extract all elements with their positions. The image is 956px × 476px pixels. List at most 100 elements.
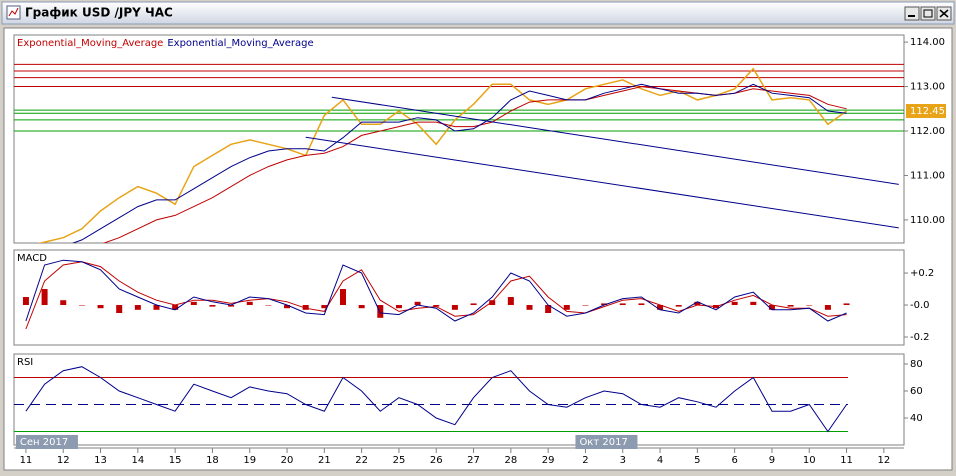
x-tick-label: 3 bbox=[620, 455, 626, 466]
histogram-bar bbox=[22, 297, 29, 306]
x-tick-label: 20 bbox=[281, 455, 294, 466]
histogram-bar bbox=[433, 305, 440, 307]
series-line bbox=[71, 83, 847, 243]
minimize-button[interactable] bbox=[904, 6, 920, 21]
x-tick-label: 28 bbox=[504, 455, 517, 466]
histogram-bar bbox=[339, 289, 346, 306]
x-tick-label: 19 bbox=[243, 455, 256, 466]
y-tick-label: -0.0 bbox=[910, 300, 930, 311]
x-tick-label: 12 bbox=[57, 455, 70, 466]
histogram-bar bbox=[41, 289, 48, 306]
series-line bbox=[25, 261, 847, 330]
window-icon-line bbox=[8, 7, 19, 17]
histogram-bar bbox=[694, 301, 701, 306]
histogram-bar bbox=[134, 305, 141, 310]
histogram-bar bbox=[843, 303, 850, 306]
price-marker-label: 112.45 bbox=[910, 106, 945, 117]
histogram-bar bbox=[824, 305, 831, 310]
legend-entry: Exponential_Moving_Average bbox=[167, 38, 313, 49]
x-tick-label: 25 bbox=[393, 455, 406, 466]
macd-panel bbox=[13, 249, 905, 346]
legend-entry: Exponential_Moving_Average bbox=[17, 38, 163, 49]
month-label: Сен 2017 bbox=[20, 437, 68, 448]
histogram-bar bbox=[97, 305, 104, 309]
series-line bbox=[37, 67, 848, 243]
y-tick-label: 60 bbox=[910, 386, 923, 397]
histogram-bar bbox=[806, 305, 813, 306]
histogram-bar bbox=[470, 303, 477, 306]
histogram-bar bbox=[638, 303, 645, 306]
histogram-bar bbox=[768, 305, 775, 310]
histogram-bar bbox=[395, 305, 402, 309]
x-tick-label: 14 bbox=[131, 455, 144, 466]
title-bar bbox=[1, 1, 955, 25]
histogram-bar bbox=[451, 305, 458, 310]
y-tick-label: 111.00 bbox=[910, 170, 945, 181]
histogram-bar bbox=[414, 301, 421, 306]
histogram-bar bbox=[526, 305, 533, 310]
x-tick-label: 2 bbox=[582, 455, 588, 466]
panel-plot bbox=[14, 63, 904, 243]
histogram-bar bbox=[190, 301, 197, 306]
y-tick-label: 40 bbox=[910, 413, 923, 424]
x-tick-label: 5 bbox=[694, 455, 700, 466]
histogram-bar bbox=[545, 305, 552, 314]
histogram-bar bbox=[172, 305, 179, 310]
histogram-bar bbox=[265, 305, 272, 306]
histogram-bar bbox=[358, 305, 365, 309]
histogram-bar bbox=[582, 305, 589, 306]
maximize-button[interactable] bbox=[920, 6, 936, 21]
x-tick-label: 22 bbox=[355, 455, 368, 466]
close-icon bbox=[939, 9, 949, 18]
y-tick-label: 113.00 bbox=[910, 82, 945, 93]
price-marker bbox=[906, 104, 946, 118]
histogram-bar bbox=[601, 303, 608, 306]
histogram-bar bbox=[657, 305, 664, 310]
histogram-bar bbox=[731, 301, 738, 306]
x-tick-label: 10 bbox=[803, 455, 816, 466]
month-label: Окт 2017 bbox=[579, 437, 627, 448]
y-tick-label: 112.00 bbox=[910, 126, 945, 137]
histogram-bar bbox=[489, 300, 496, 306]
histogram-bar bbox=[377, 305, 384, 318]
panel-title: RSI bbox=[17, 357, 33, 368]
histogram-bar bbox=[60, 300, 67, 306]
x-tick-label: 11 bbox=[20, 455, 33, 466]
maximize-icon bbox=[923, 9, 933, 18]
x-tick-label: 15 bbox=[169, 455, 182, 466]
histogram-bar bbox=[619, 303, 626, 306]
series-line bbox=[25, 366, 848, 433]
histogram-bar bbox=[209, 305, 216, 307]
trend-line bbox=[305, 136, 899, 229]
x-tick-label: 4 bbox=[657, 455, 663, 466]
month-box bbox=[575, 435, 638, 449]
y-tick-label: -0.2 bbox=[910, 332, 930, 343]
x-tick-label: 9 bbox=[769, 455, 775, 466]
x-tick-label: 27 bbox=[467, 455, 480, 466]
window-buttons[interactable] bbox=[904, 6, 952, 21]
histogram-bar bbox=[787, 305, 794, 307]
y-tick-label: 110.00 bbox=[910, 215, 945, 226]
histogram-bar bbox=[78, 305, 85, 306]
y-tick-label: 114.00 bbox=[910, 37, 945, 48]
x-tick-label: 18 bbox=[206, 455, 219, 466]
histogram-bar bbox=[153, 305, 160, 310]
y-tick-label: 80 bbox=[910, 359, 923, 370]
histogram-bar bbox=[246, 301, 253, 306]
panel-plot bbox=[14, 366, 848, 433]
series-line bbox=[25, 259, 847, 322]
histogram-bar bbox=[563, 305, 570, 310]
x-tick-label: 26 bbox=[430, 455, 443, 466]
price-panel bbox=[13, 34, 905, 244]
x-tick-label: 29 bbox=[542, 455, 555, 466]
x-tick-label: 13 bbox=[94, 455, 107, 466]
x-tick-label: 21 bbox=[318, 455, 331, 466]
month-box bbox=[15, 435, 78, 449]
trend-line bbox=[331, 96, 899, 185]
window-title: График USD /JPY ЧАС bbox=[25, 6, 173, 20]
histogram-bar bbox=[507, 297, 514, 306]
x-tick-label: 6 bbox=[731, 455, 737, 466]
panel-title: MACD bbox=[17, 253, 47, 264]
panel-plot bbox=[22, 259, 850, 330]
histogram-bar bbox=[750, 301, 757, 306]
